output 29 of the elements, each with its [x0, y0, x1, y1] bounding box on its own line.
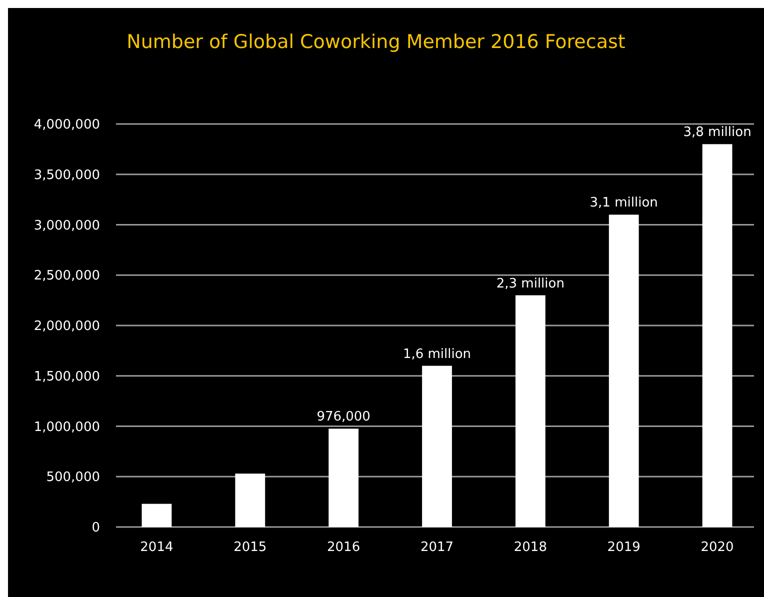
x-tick-label: 2018 — [514, 540, 547, 555]
data-label: 3,8 million — [683, 125, 752, 140]
bar — [702, 144, 732, 527]
y-tick-label: 0 — [92, 520, 100, 536]
y-tick-label: 500,000 — [46, 470, 100, 486]
bar — [515, 295, 546, 527]
bar — [235, 474, 266, 527]
bar — [608, 214, 639, 527]
y-tick-label: 1,500,000 — [34, 369, 100, 384]
data-label: 2,3 million — [496, 276, 564, 292]
y-tick-label: 3,500,000 — [34, 168, 100, 183]
y-tick-label: 2,500,000 — [34, 268, 100, 284]
y-tick-label: 2,000,000 — [34, 319, 100, 334]
x-tick-label: 2017 — [420, 540, 454, 555]
x-tick-label: 2014 — [140, 540, 174, 555]
x-tick-label: 2016 — [327, 540, 360, 555]
x-tick-label: 2015 — [234, 540, 267, 555]
bar — [142, 504, 172, 527]
data-label: 3,1 million — [590, 196, 658, 211]
x-tick-label: 2019 — [607, 540, 640, 555]
y-tick-label: 1,000,000 — [34, 420, 100, 435]
data-label: 976,000 — [316, 410, 370, 425]
bar — [328, 428, 359, 527]
x-tick-label: 2020 — [700, 540, 734, 555]
data-label: 1,6 million — [402, 346, 472, 362]
chart-title: Number of Global Coworking Member 2016 Forecast — [126, 31, 626, 53]
y-tick-label: 3,000,000 — [34, 218, 100, 234]
bar — [422, 366, 452, 527]
y-tick-label: 4,000,000 — [34, 118, 100, 133]
